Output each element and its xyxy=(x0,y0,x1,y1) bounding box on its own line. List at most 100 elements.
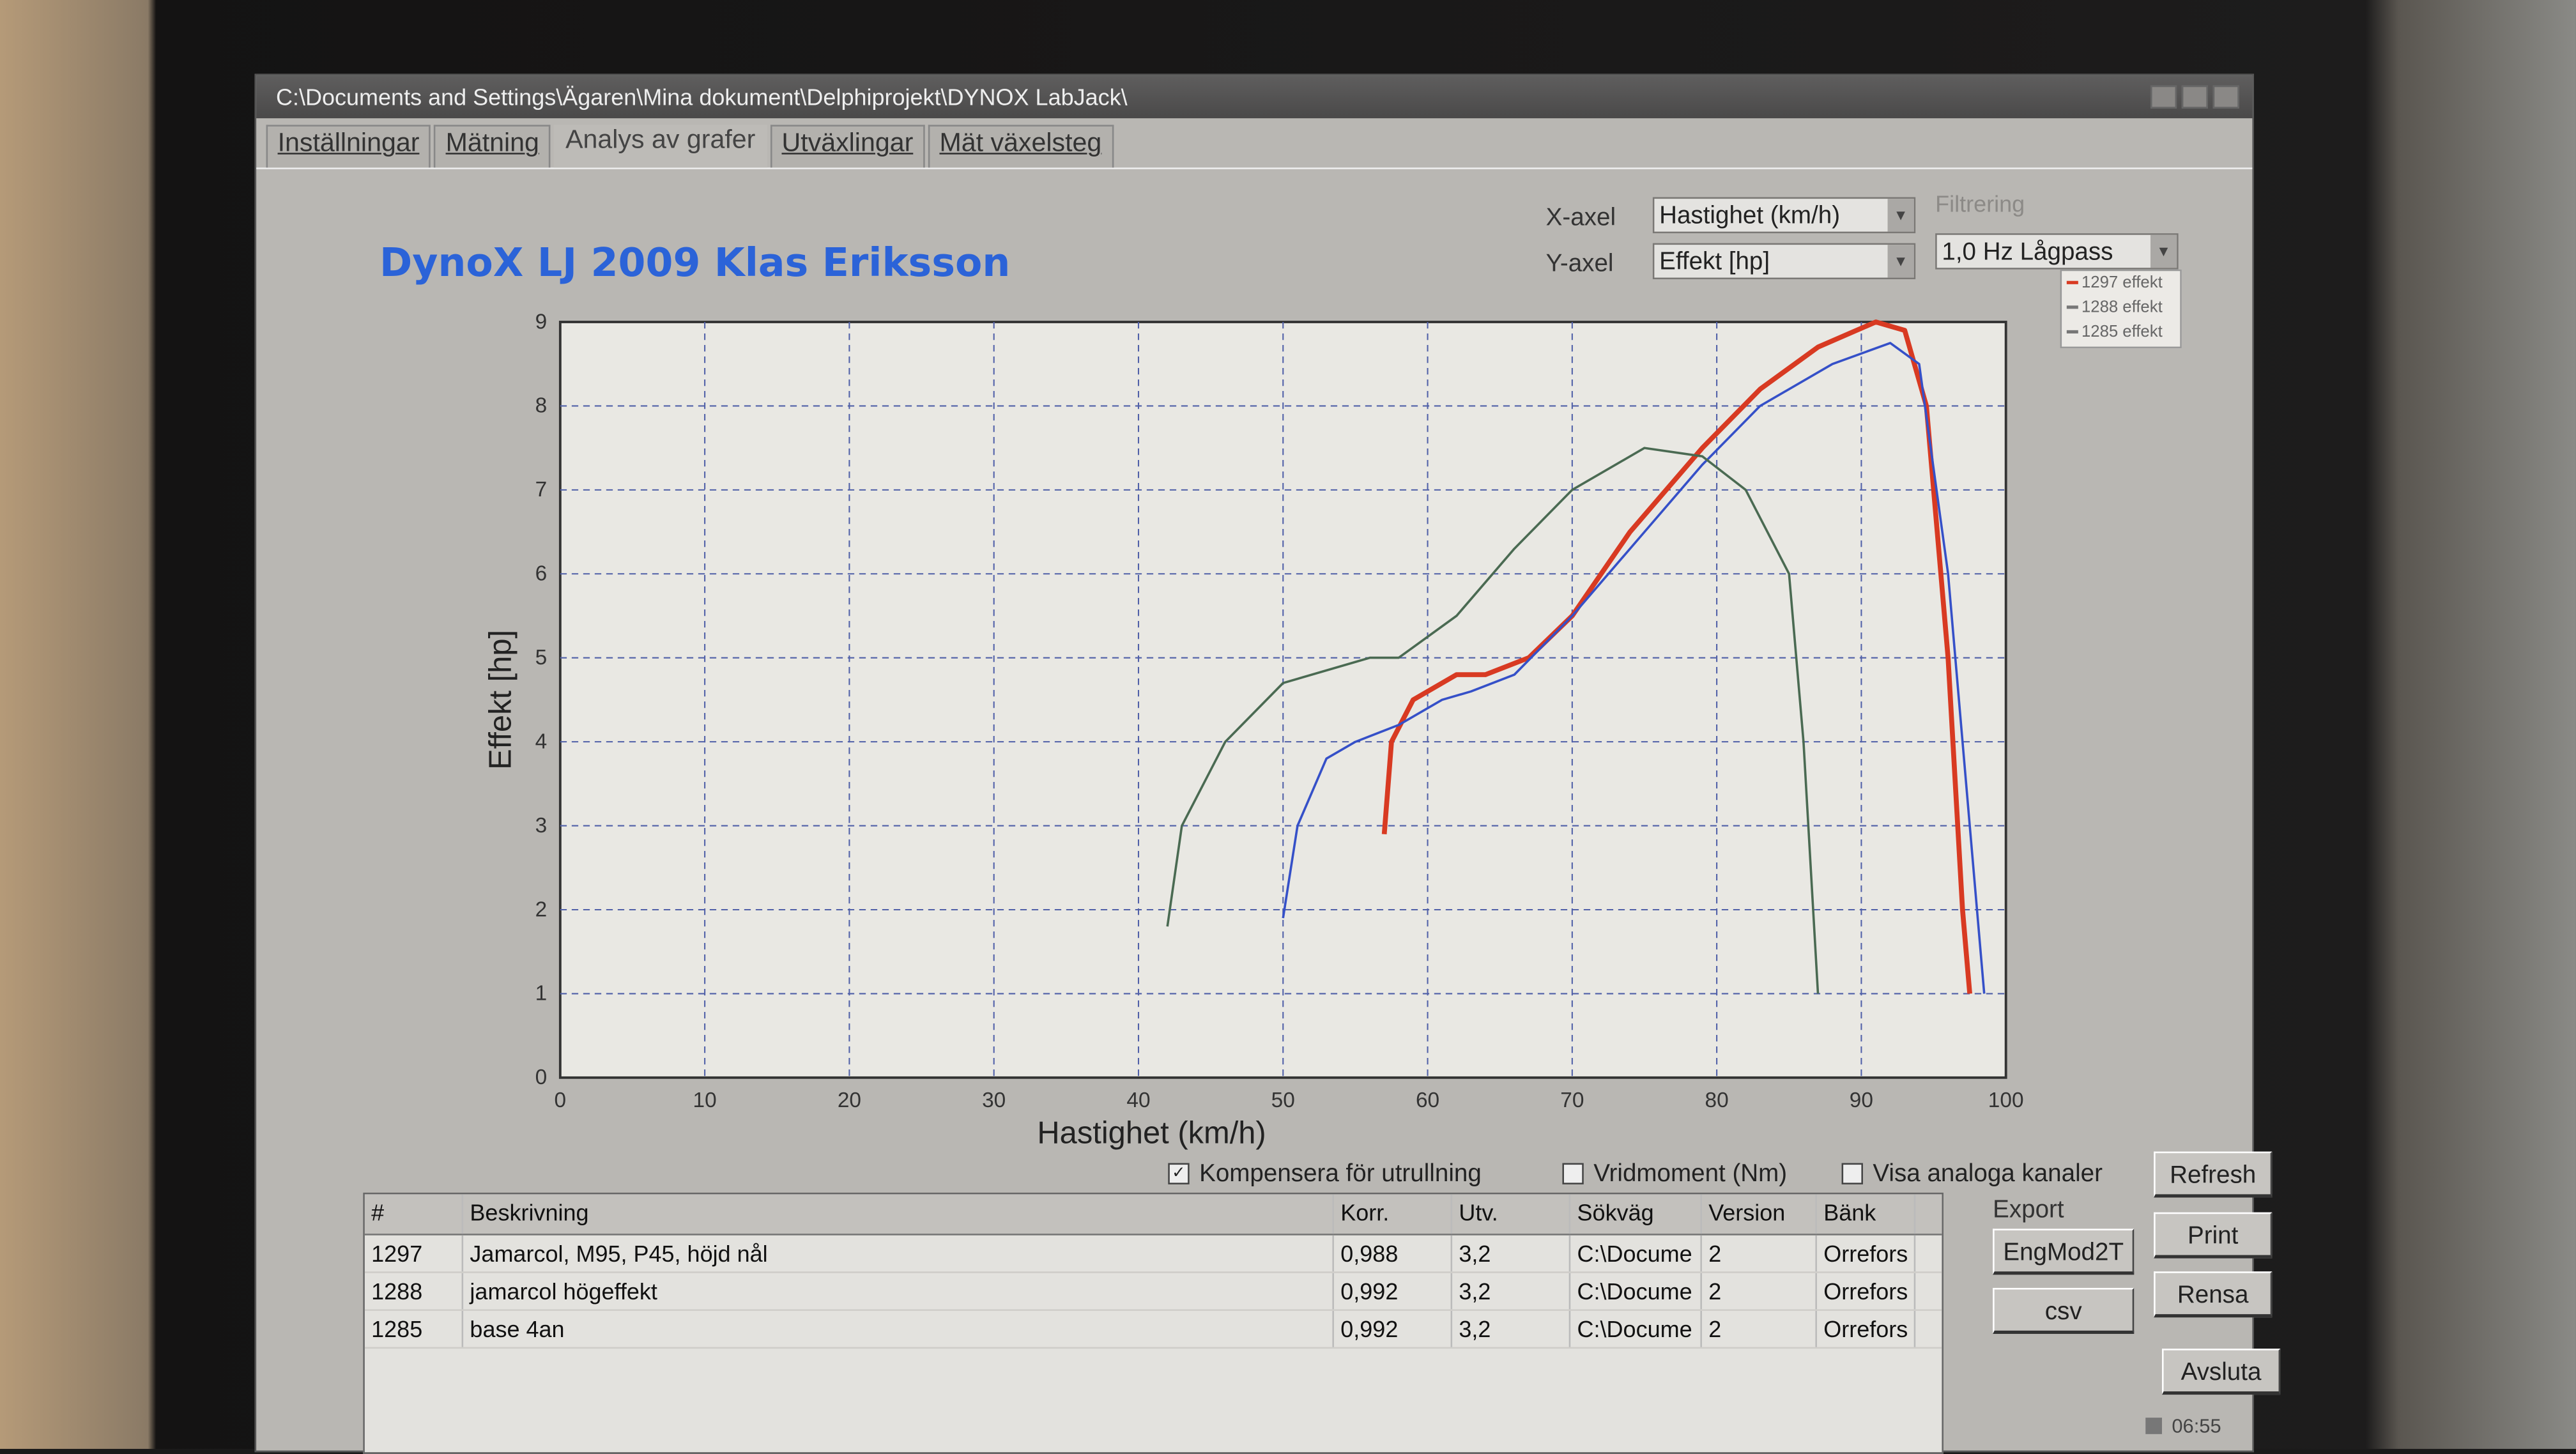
x-axis-select[interactable]: Hastighet (km/h) ▼ xyxy=(1652,197,1916,234)
x-tick-label: 100 xyxy=(1988,1089,2024,1112)
cell-utv: 3,2 xyxy=(1452,1273,1571,1310)
col-header-description[interactable]: Beskrivning xyxy=(463,1194,1334,1234)
analog-label: Visa analoga kanaler xyxy=(1873,1159,2103,1188)
rensa-button[interactable]: Rensa xyxy=(2154,1271,2273,1318)
export-label: Export xyxy=(1993,1195,2064,1224)
analog-channels-checkbox[interactable]: Visa analoga kanaler xyxy=(1841,1159,2103,1188)
cell-korr: 0,988 xyxy=(1334,1235,1453,1272)
x-tick-label: 60 xyxy=(1416,1089,1439,1112)
filter-value: 1,0 Hz Lågpass xyxy=(1942,238,2113,266)
cell-utv: 3,2 xyxy=(1452,1310,1571,1347)
engmod2t-button[interactable]: EngMod2T xyxy=(1993,1228,2135,1275)
x-tick-label: 20 xyxy=(838,1089,861,1112)
refresh-button[interactable]: Refresh xyxy=(2154,1151,2273,1198)
runs-table: # Beskrivning Korr. Utv. Sökväg Version … xyxy=(363,1192,1943,1454)
cell-path: C:\Docume xyxy=(1570,1273,1702,1310)
cell-utv: 3,2 xyxy=(1452,1235,1571,1272)
cell-korr: 0,992 xyxy=(1334,1310,1453,1347)
cell-number: 1297 xyxy=(365,1235,464,1272)
y-tick-label: 3 xyxy=(535,814,548,838)
x-tick-label: 90 xyxy=(1850,1089,1873,1112)
compensate-label: Kompensera för utrullning xyxy=(1199,1159,1482,1188)
tab-utvaxlingar[interactable]: Utväxlingar xyxy=(770,125,925,168)
col-header-path[interactable]: Sökväg xyxy=(1570,1194,1702,1234)
system-tray: 06:55 xyxy=(2145,1414,2221,1437)
cell-number: 1288 xyxy=(365,1273,464,1310)
legend-item-1285: 1285 effekt xyxy=(2066,320,2180,345)
series-line-1288 xyxy=(1282,342,1986,994)
cell-bench: Orrefors xyxy=(1817,1235,1916,1272)
close-button[interactable] xyxy=(2212,85,2239,109)
power-chart: 0 10 20 30 40 50 60 70 80 90 100 0 1 2 3 4 5 6 7 8 9 Hastighe… xyxy=(484,310,2024,1151)
y-tick-label: 1 xyxy=(535,982,548,1006)
tray-icon xyxy=(2145,1418,2162,1434)
x-axis-value: Hastighet (km/h) xyxy=(1659,202,1841,230)
legend-label: 1288 effekt xyxy=(2081,298,2163,318)
table-row[interactable]: 1297 Jamarcol, M95, P45, höjd nål 0,988 … xyxy=(364,1235,1942,1273)
y-axis-select[interactable]: Effekt [hp] ▼ xyxy=(1652,243,1916,280)
legend-label: 1285 effekt xyxy=(2081,323,2163,342)
y-tick-label: 7 xyxy=(535,478,548,501)
title-bar: C:\Documents and Settings\Ägaren\Mina do… xyxy=(256,75,2253,119)
y-axis-value: Effekt [hp] xyxy=(1659,248,1770,276)
x-axis-title: Hastighet (km/h) xyxy=(1037,1116,1266,1151)
chevron-down-icon: ▼ xyxy=(1887,245,1914,278)
minimize-button[interactable] xyxy=(2150,85,2177,109)
col-header-number[interactable]: # xyxy=(365,1194,464,1234)
maximize-button[interactable] xyxy=(2181,85,2208,109)
cell-description: Jamarcol, M95, P45, höjd nål xyxy=(463,1235,1334,1272)
tab-installningar[interactable]: Inställningar xyxy=(266,125,431,168)
col-header-version[interactable]: Version xyxy=(1702,1194,1817,1234)
chart-legend: 1297 effekt 1288 effekt 1285 effekt xyxy=(2060,269,2182,349)
window-title: C:\Documents and Settings\Ägaren\Mina do… xyxy=(275,84,1128,111)
cell-description: base 4an xyxy=(463,1310,1334,1347)
tab-analys-av-grafer[interactable]: Analys av grafer xyxy=(554,125,767,168)
tab-bar: Inställningar Mätning Analys av grafer U… xyxy=(256,118,2253,169)
filter-select[interactable]: 1,0 Hz Lågpass ▼ xyxy=(1935,233,2179,270)
series-line-1285 xyxy=(1166,447,1820,994)
y-tick-label: 5 xyxy=(535,646,548,670)
chart-title: DynoX LJ 2009 Klas Eriksson xyxy=(379,240,1011,286)
checkbox-icon xyxy=(1841,1163,1863,1184)
table-header: # Beskrivning Korr. Utv. Sökväg Version … xyxy=(364,1194,1942,1236)
cell-path: C:\Docume xyxy=(1570,1310,1702,1347)
avsluta-button[interactable]: Avsluta xyxy=(2161,1349,2281,1395)
col-header-korr[interactable]: Korr. xyxy=(1334,1194,1453,1234)
cell-version: 2 xyxy=(1702,1310,1817,1347)
table-row[interactable]: 1288 jamarcol högeffekt 0,992 3,2 C:\Doc… xyxy=(364,1273,1942,1311)
y-tick-label: 2 xyxy=(535,898,548,921)
cell-description: jamarcol högeffekt xyxy=(463,1273,1334,1310)
filter-label: Filtrering xyxy=(1935,190,2025,217)
x-tick-label: 10 xyxy=(693,1089,717,1112)
checkbox-checked-icon: ✓ xyxy=(1168,1163,1190,1184)
tab-matning[interactable]: Mätning xyxy=(434,125,551,168)
col-header-bench[interactable]: Bänk xyxy=(1817,1194,1916,1234)
chevron-down-icon: ▼ xyxy=(1887,199,1914,232)
cell-number: 1285 xyxy=(365,1310,464,1347)
compensate-checkbox[interactable]: ✓ Kompensera för utrullning xyxy=(1168,1159,1482,1188)
x-tick-label: 50 xyxy=(1271,1089,1295,1112)
torque-checkbox[interactable]: Vridmoment (Nm) xyxy=(1562,1159,1787,1188)
x-tick-label: 70 xyxy=(1560,1089,1584,1112)
y-axis-title: Effekt [hp] xyxy=(484,630,518,770)
x-tick-label: 40 xyxy=(1126,1089,1150,1112)
tab-mat-vaxelsteg[interactable]: Mät växelsteg xyxy=(928,125,1114,168)
table-row[interactable]: 1285 base 4an 0,992 3,2 C:\Docume 2 Orre… xyxy=(364,1310,1942,1349)
legend-swatch xyxy=(2066,281,2078,285)
cell-path: C:\Docume xyxy=(1570,1235,1702,1272)
checkbox-icon xyxy=(1562,1163,1584,1184)
y-axis-label: Y-axel xyxy=(1545,249,1614,278)
y-tick-label: 4 xyxy=(535,730,548,753)
print-button[interactable]: Print xyxy=(2154,1212,2273,1259)
legend-swatch xyxy=(2066,306,2078,310)
legend-item-1297: 1297 effekt xyxy=(2066,271,2180,296)
chevron-down-icon: ▼ xyxy=(2150,234,2177,268)
cell-version: 2 xyxy=(1702,1235,1817,1272)
cell-korr: 0,992 xyxy=(1334,1273,1453,1310)
csv-button[interactable]: csv xyxy=(1993,1287,2135,1334)
col-header-utv[interactable]: Utv. xyxy=(1452,1194,1571,1234)
plot-area xyxy=(558,321,2007,1079)
x-tick-label: 30 xyxy=(982,1089,1006,1112)
x-axis-label: X-axel xyxy=(1545,203,1616,232)
